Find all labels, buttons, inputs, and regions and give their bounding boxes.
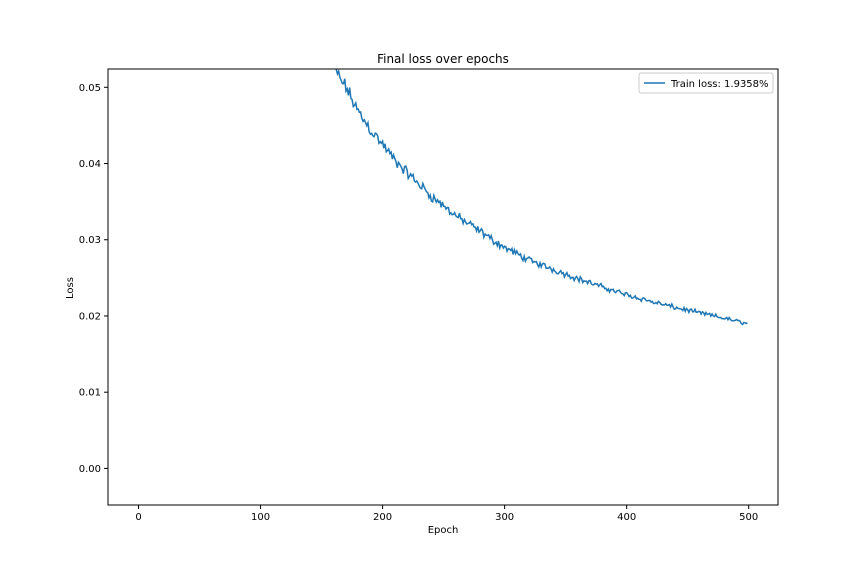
chart-title: Final loss over epochs bbox=[377, 52, 509, 66]
x-tick-label: 100 bbox=[251, 512, 270, 523]
y-tick-label: 0.01 bbox=[79, 388, 101, 399]
y-tick-label: 0.00 bbox=[79, 464, 101, 475]
legend: Train loss: 1.9358% bbox=[638, 72, 774, 94]
x-axis: 0 100 200 300 400 500 bbox=[135, 505, 758, 523]
y-tick-label: 0.05 bbox=[79, 83, 101, 94]
x-axis-label: Epoch bbox=[428, 525, 459, 536]
x-tick-label: 400 bbox=[617, 512, 636, 523]
x-tick-label: 0 bbox=[135, 512, 141, 523]
y-tick-label: 0.03 bbox=[79, 235, 101, 246]
y-axis-label: Loss bbox=[65, 277, 76, 299]
y-axis: 0.00 0.01 0.02 0.03 0.04 0.05 bbox=[79, 83, 108, 475]
x-tick-label: 200 bbox=[373, 512, 392, 523]
x-tick-label: 300 bbox=[495, 512, 514, 523]
plot-area bbox=[333, 69, 748, 326]
plot-frame bbox=[107, 68, 779, 506]
x-tick-label: 500 bbox=[739, 512, 758, 523]
series-line-train-loss bbox=[333, 69, 748, 326]
y-tick-label: 0.04 bbox=[79, 159, 101, 170]
legend-box bbox=[638, 72, 774, 94]
legend-label: Train loss: 1.9358% bbox=[670, 79, 769, 90]
y-tick-label: 0.02 bbox=[79, 311, 101, 322]
